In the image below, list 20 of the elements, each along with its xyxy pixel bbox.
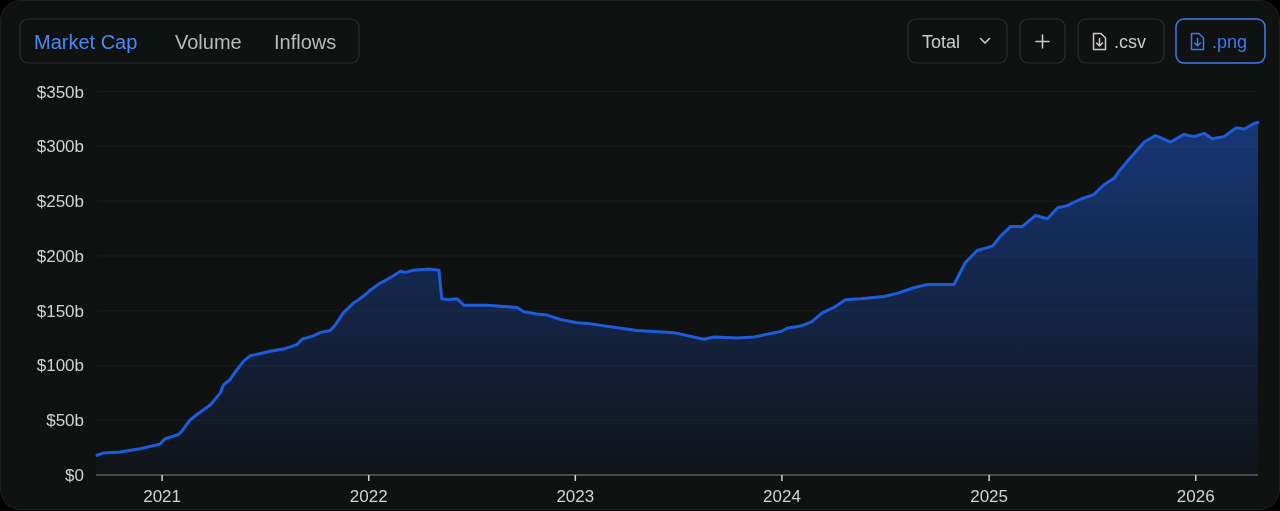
text: Inflows	[274, 31, 337, 53]
y-tick-label: $250b	[36, 192, 84, 212]
y-tick-label: $50b	[46, 411, 84, 431]
y-tick-label: $100b	[36, 356, 84, 376]
y-tick-label: $0	[65, 465, 84, 485]
y-tick-label: $300b	[36, 137, 84, 157]
x-tick-label: 2022	[349, 487, 388, 506]
x-tick-label: 2025	[970, 487, 1009, 506]
chart-title: Market Cap	[34, 31, 138, 53]
y-tick-label: $200b	[36, 246, 84, 266]
text: Volume	[175, 31, 242, 53]
text: Total	[922, 32, 961, 52]
x-tick-label: 2023	[556, 487, 595, 506]
y-tick-label: $150b	[36, 301, 84, 321]
text: .csv	[1114, 32, 1147, 52]
x-tick-label: 2024	[763, 487, 801, 506]
x-tick-label: 2021	[143, 487, 182, 506]
x-tick-label: 2026	[1176, 487, 1215, 506]
y-tick-label: $350b	[36, 82, 84, 102]
text: .png	[1212, 32, 1248, 52]
